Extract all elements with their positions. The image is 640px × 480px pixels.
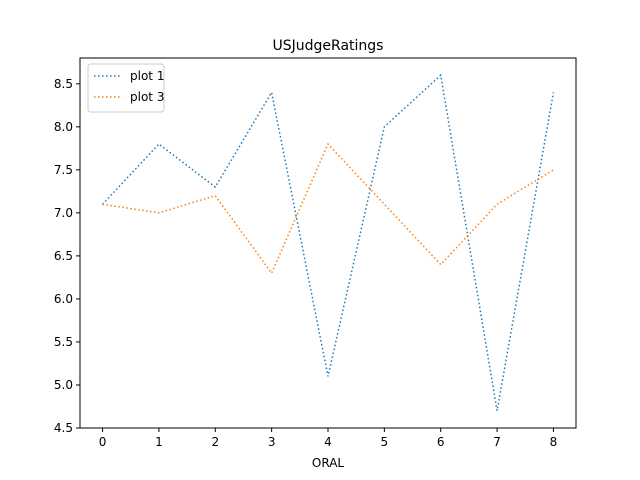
y-tick-label: 6.5 xyxy=(54,249,73,263)
series-layer xyxy=(101,73,555,411)
y-tick-label: 8.0 xyxy=(54,120,73,134)
x-tick-label: 1 xyxy=(155,435,163,449)
y-tick-label: 8.5 xyxy=(54,77,73,91)
y-tick-label: 5.5 xyxy=(54,335,73,349)
y-axis: 4.5 5.0 5.5 6.0 6.5 7.0 7.5 8.0 8.5 xyxy=(54,77,80,435)
x-axis: 0 1 2 3 4 5 6 7 8 xyxy=(99,428,558,449)
chart-title: USJudgeRatings xyxy=(273,38,384,54)
x-tick-label: 7 xyxy=(493,435,501,449)
y-tick-label: 7.5 xyxy=(54,163,73,177)
x-tick-label: 5 xyxy=(381,435,389,449)
x-tick-label: 6 xyxy=(437,435,445,449)
x-tick-label: 4 xyxy=(324,435,332,449)
x-tick-label: 3 xyxy=(268,435,276,449)
x-tick-label: 8 xyxy=(550,435,558,449)
y-tick-label: 7.0 xyxy=(54,206,73,220)
y-tick-label: 4.5 xyxy=(54,421,73,435)
y-tick-label: 5.0 xyxy=(54,378,73,392)
legend-label: plot 1 xyxy=(130,69,164,83)
series-line-1 xyxy=(101,73,555,411)
series-line-2 xyxy=(102,142,554,275)
plot-area-frame xyxy=(79,57,577,429)
x-axis-label: ORAL xyxy=(312,456,345,470)
x-tick-label: 2 xyxy=(211,435,219,449)
legend-label: plot 3 xyxy=(130,90,164,104)
legend: plot 1 plot 3 xyxy=(87,63,165,113)
y-tick-label: 6.0 xyxy=(54,292,73,306)
x-tick-label: 0 xyxy=(99,435,107,449)
